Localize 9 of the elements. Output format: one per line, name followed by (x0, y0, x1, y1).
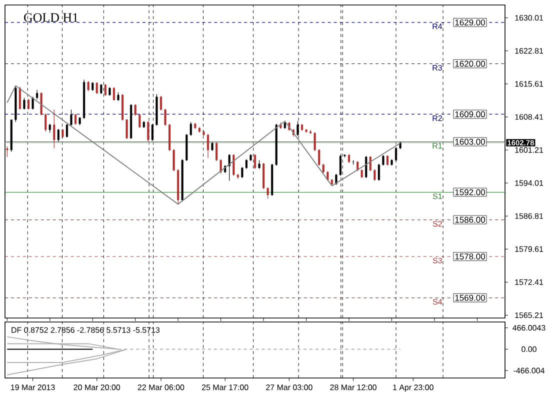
annotation: 1620.00 (455, 60, 485, 67)
annotation: 1609.00 (455, 111, 485, 118)
chart-title: GOLD H1 (24, 13, 78, 22)
annotation: 1569.00 (455, 294, 485, 301)
annotation: 1578.00 (455, 254, 485, 260)
annotation: 1586.00 (455, 216, 485, 223)
annotation: 1592.00 (455, 189, 485, 196)
annotation: 1629.00 (455, 19, 485, 26)
annotation: 1603.00 (455, 138, 485, 145)
